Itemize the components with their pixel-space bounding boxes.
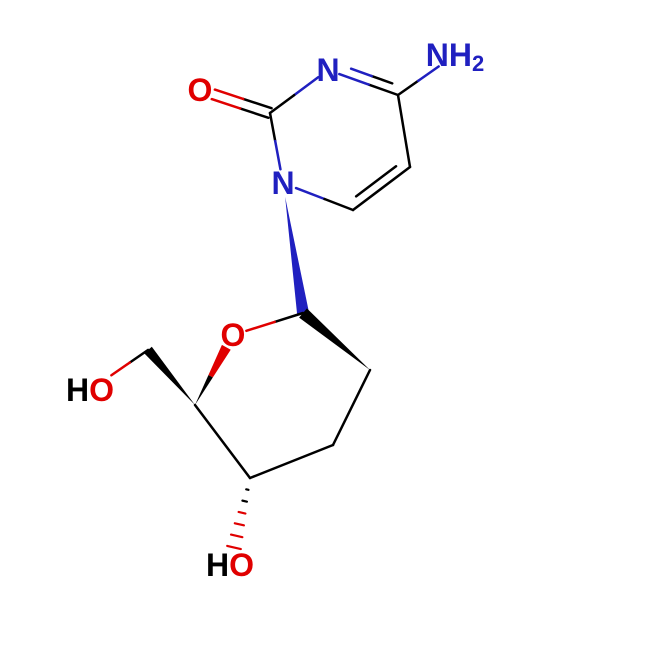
atoms-layer: NH2 N O N O HO HO: [66, 37, 484, 583]
atom-label-O3p: HO: [206, 547, 254, 583]
molecule-diagram: NH2 N O N O HO HO: [0, 0, 650, 650]
atom-label-N1: N: [271, 165, 294, 201]
atom-label-O5p: HO: [66, 372, 114, 408]
atom-label-O2: O: [188, 72, 213, 108]
atom-label-O4p: O: [221, 317, 246, 353]
bonds-layer: [111, 66, 438, 549]
atom-label-NH2: NH2: [426, 37, 484, 76]
atom-label-N3: N: [316, 52, 339, 88]
